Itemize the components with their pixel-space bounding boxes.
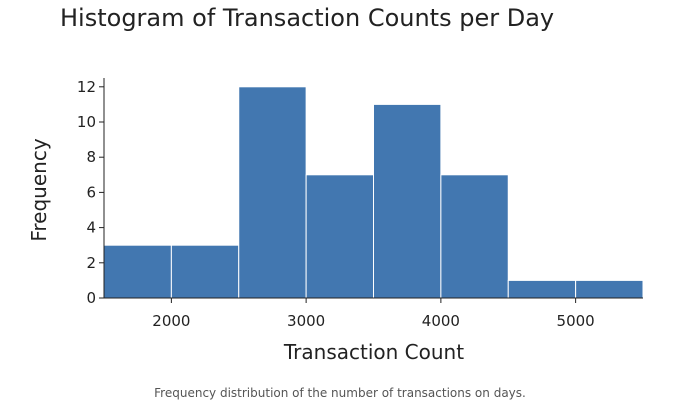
chart-axes — [103, 78, 643, 299]
x-axis-label: Transaction Count — [283, 340, 464, 364]
chart-title: Histogram of Transaction Counts per Day — [60, 4, 555, 32]
chart-caption: Frequency distribution of the number of … — [154, 386, 526, 400]
y-tick-label: 8 — [86, 148, 96, 166]
histogram-bar-0 — [103, 244, 172, 299]
y-tick-label: 6 — [86, 183, 96, 201]
histogram-bar-7 — [575, 279, 644, 299]
x-tick-label: 4000 — [422, 312, 460, 330]
x-tick-label: 2000 — [152, 312, 190, 330]
histogram-bar-2 — [238, 86, 307, 299]
histogram-bar-5 — [440, 174, 509, 299]
histogram-bar-3 — [305, 174, 374, 299]
y-axis-label: Frequency — [27, 138, 51, 241]
y-tick-label: 4 — [86, 219, 96, 237]
histogram-chart: 0 2 4 6 8 10 12 2000 3000 4000 5000 Transaction Co… — [27, 78, 644, 364]
y-tick-label: 0 — [86, 289, 96, 307]
histogram-bars — [103, 86, 644, 299]
chart-ticks: 0 2 4 6 8 10 12 2000 3000 4000 5000 — [77, 78, 595, 330]
y-tick-label: 10 — [77, 113, 96, 131]
x-tick-label: 5000 — [557, 312, 595, 330]
histogram-bar-1 — [170, 244, 240, 299]
y-tick-label: 2 — [86, 254, 96, 272]
histogram-bar-6 — [507, 279, 577, 299]
histogram-bar-4 — [373, 103, 442, 299]
x-tick-label: 3000 — [287, 312, 325, 330]
y-tick-label: 12 — [77, 78, 96, 96]
